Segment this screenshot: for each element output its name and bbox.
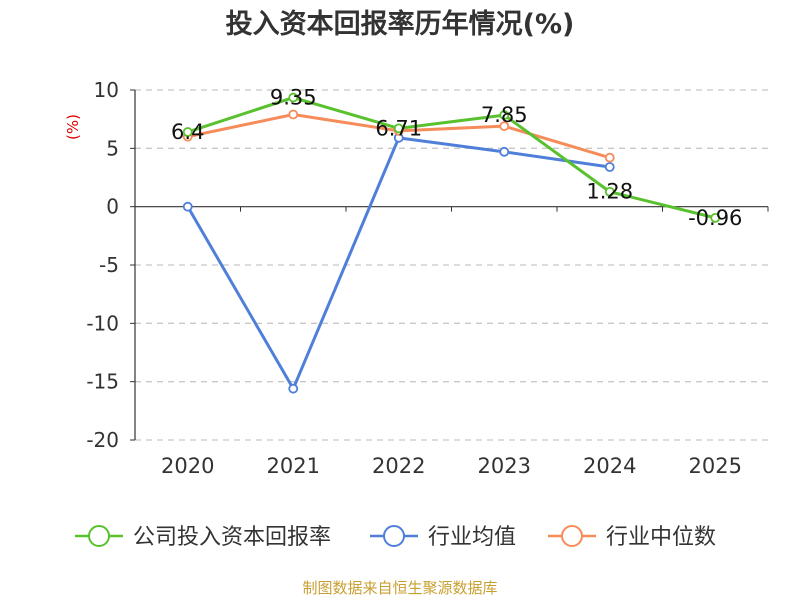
- legend-item-0[interactable]: 公司投入资本回报率: [75, 525, 331, 550]
- data-label: 1.28: [586, 180, 633, 204]
- y-axis-label: (%): [64, 114, 82, 140]
- legend-label: 行业均值: [428, 525, 516, 550]
- data-label: -0.96: [688, 206, 742, 230]
- grid-lines: [135, 89, 768, 441]
- series-point: [604, 186, 615, 197]
- x-tick-label: 2020: [161, 454, 214, 478]
- axes: 10 5 0 -5 -10 -15 -20 2020 2021 2022 2023 2024 2025: [86, 78, 769, 478]
- y-tick-label: 0: [106, 195, 119, 219]
- series-lines: [182, 92, 721, 394]
- series-point: [499, 110, 510, 120]
- series-point: [604, 162, 615, 172]
- legend-item-1[interactable]: 行业均值: [370, 525, 516, 550]
- legend-marker: [383, 525, 405, 547]
- series-line-0: [187, 96, 716, 220]
- series-point: [182, 201, 193, 212]
- data-label: 7.85: [481, 103, 528, 127]
- series-point: [288, 383, 299, 394]
- y-tick-label: -15: [86, 370, 119, 394]
- x-tick-label: 2022: [372, 454, 425, 478]
- data-label: 6.4: [171, 120, 204, 144]
- chart-title: 投入资本回报率历年情况(%): [226, 8, 575, 40]
- data-label: 9.35: [270, 86, 317, 110]
- y-tick-label: -10: [86, 311, 119, 335]
- series-line-1: [186, 136, 610, 391]
- y-tick-label: -20: [86, 428, 119, 452]
- series-point: [288, 92, 299, 103]
- y-tick-label: 5: [106, 136, 119, 160]
- series-point: [393, 123, 404, 134]
- legend-marker: [88, 525, 110, 547]
- data-label: 6.71: [375, 116, 422, 140]
- x-tick-label: 2025: [689, 454, 742, 478]
- x-tick-label: 2024: [583, 454, 636, 478]
- y-tick-label: -5: [99, 253, 119, 277]
- series-point: [288, 109, 299, 120]
- legend: 公司投入资本回报率 行业均值 行业中位数: [75, 525, 716, 550]
- legend-item-2[interactable]: 行业中位数: [548, 525, 716, 550]
- series-point: [710, 212, 721, 223]
- data-labels: 6.4 9.35 6.71 7.85 1.28 -0.96: [171, 86, 742, 230]
- series-point: [499, 146, 510, 157]
- y-tick-label: 10: [94, 78, 119, 102]
- series-point: [182, 127, 193, 137]
- series-point: [499, 121, 510, 132]
- legend-label: 公司投入资本回报率: [133, 525, 331, 550]
- x-tick-label: 2023: [478, 454, 531, 478]
- legend-marker: [561, 525, 583, 547]
- legend-label: 行业中位数: [606, 525, 716, 550]
- source-note: 制图数据来自恒生聚源数据库: [302, 579, 497, 597]
- series-point: [604, 152, 615, 163]
- x-tick-label: 2021: [267, 454, 320, 478]
